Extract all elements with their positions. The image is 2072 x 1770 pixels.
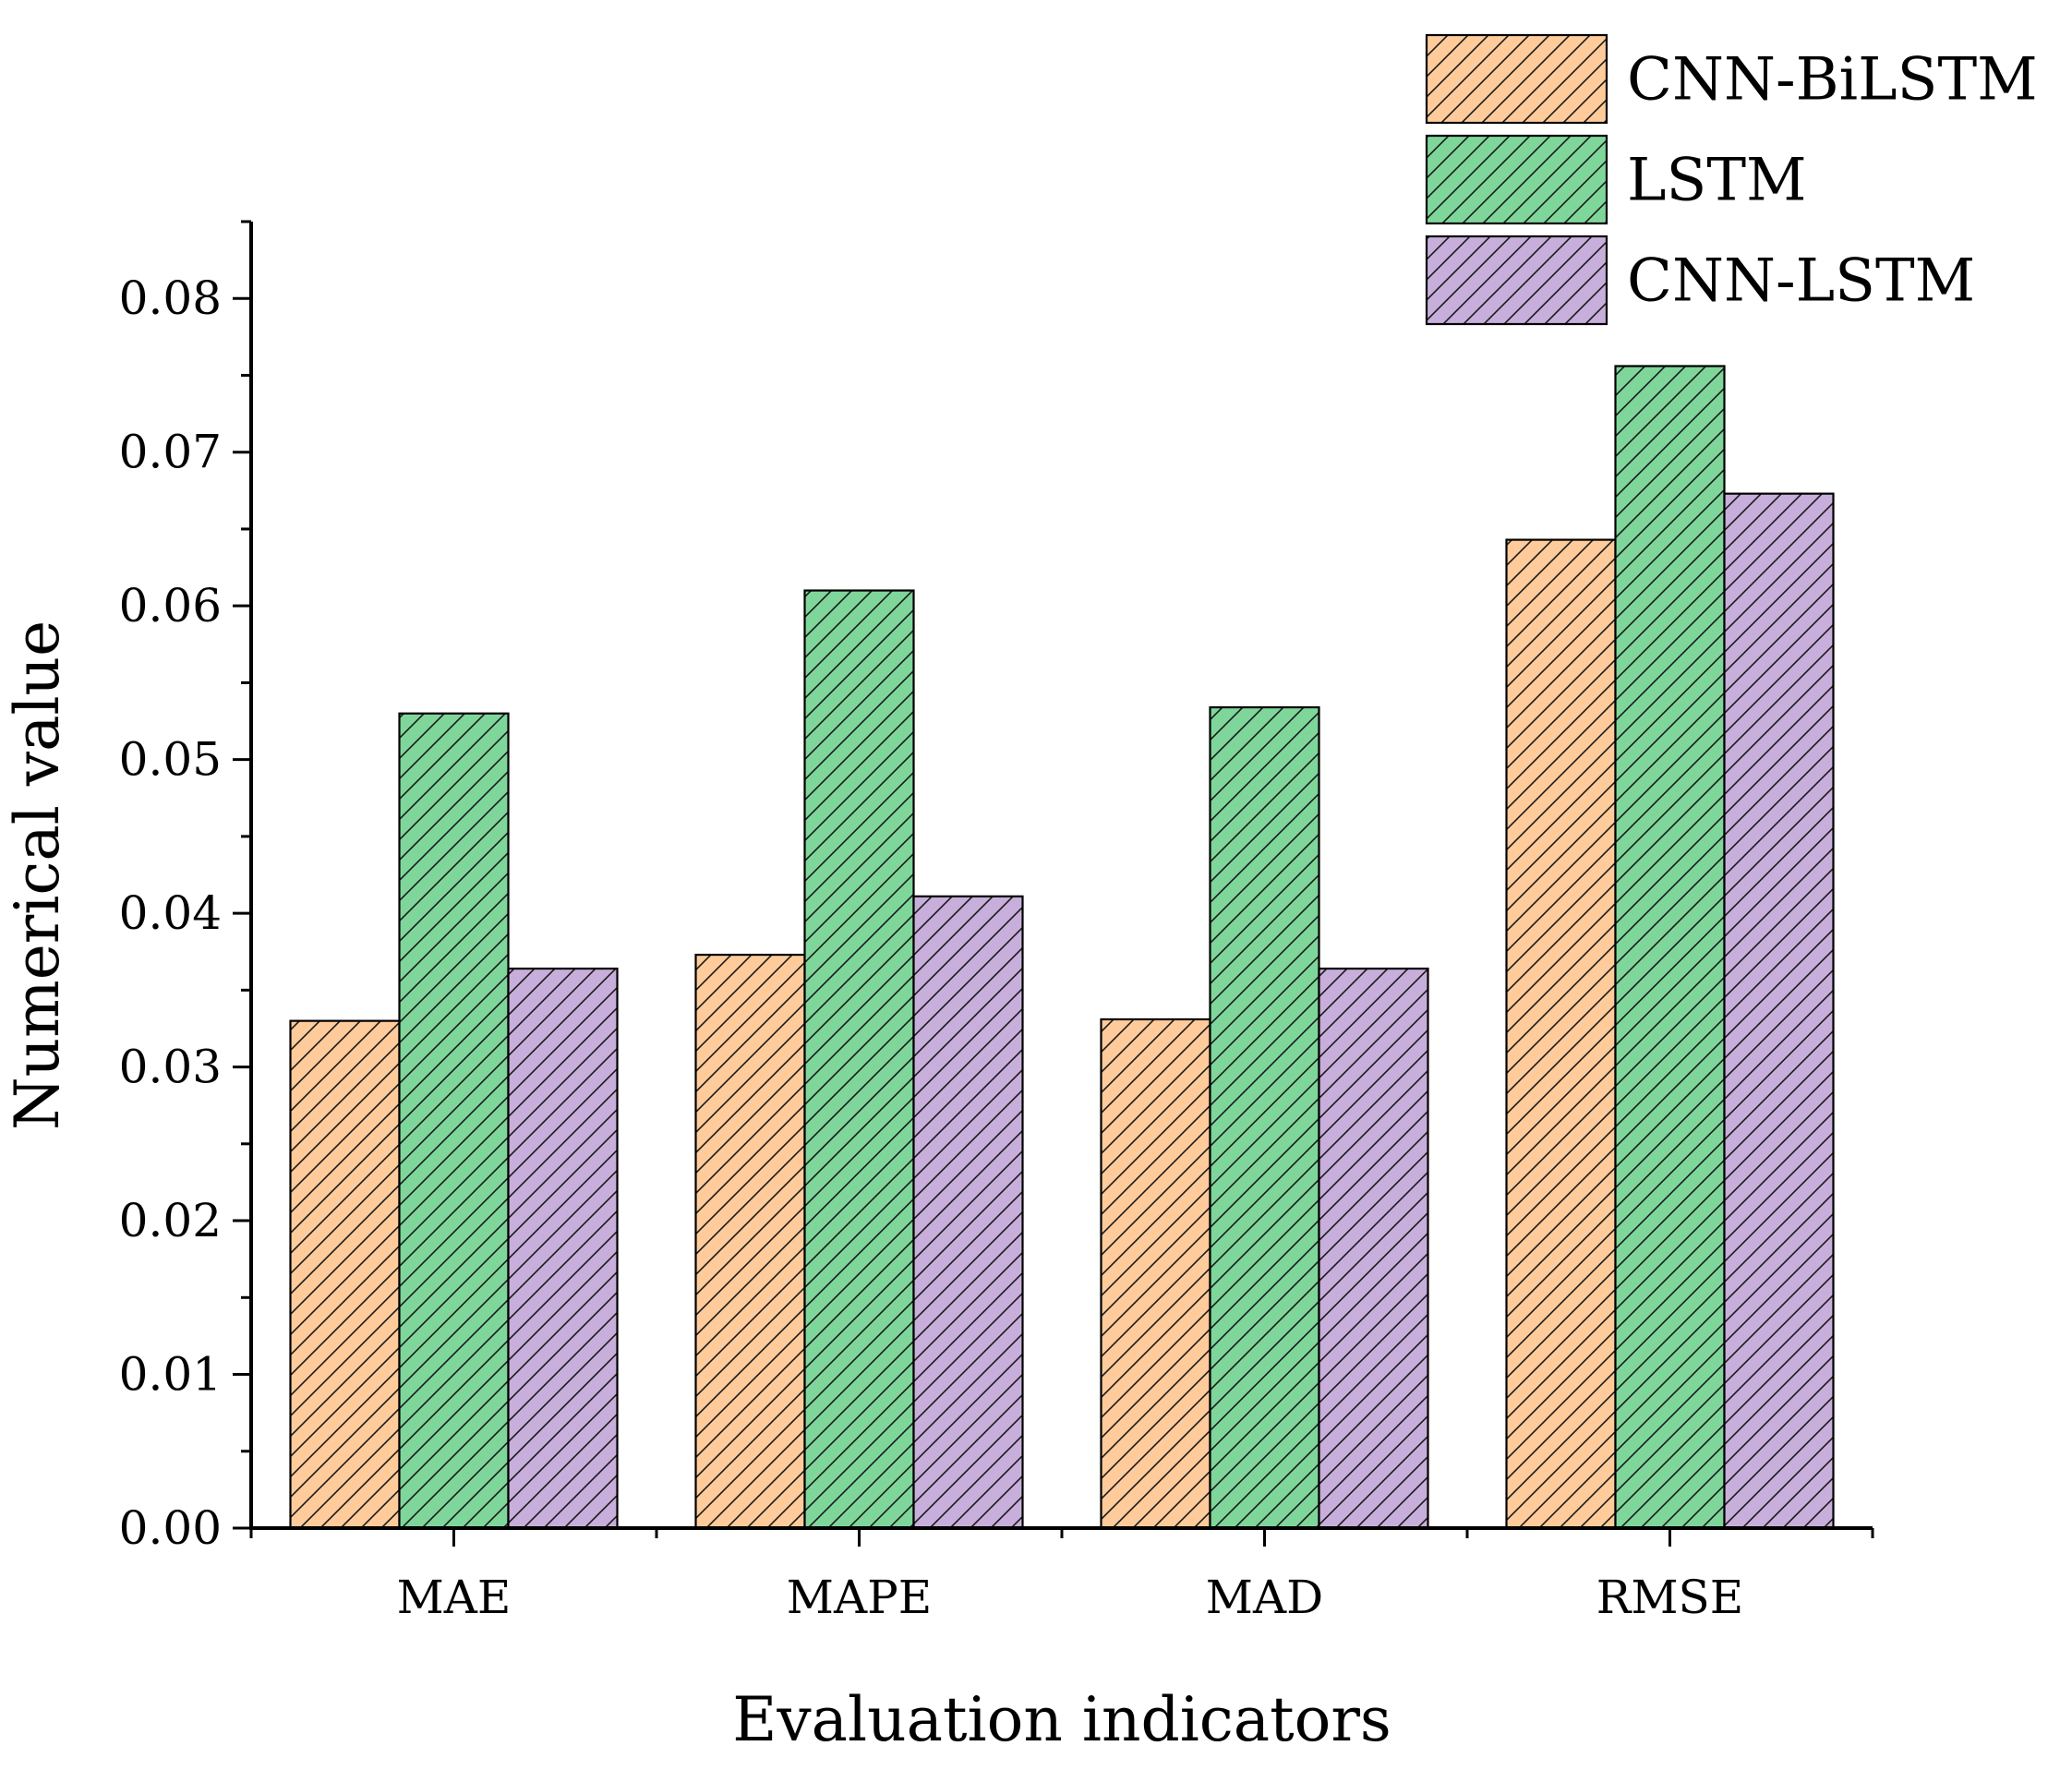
legend-label-cnn-bilstm: CNN-BiLSTM (1627, 46, 2038, 114)
y-axis-title: Numerical value (2, 620, 73, 1130)
y-tick-label: 0.03 (119, 1041, 222, 1094)
y-tick-label: 0.08 (119, 271, 222, 325)
bar-cnn-lstm-rmse (1723, 492, 1835, 1530)
bar-cnn-bilstm-mad (1100, 1017, 1211, 1530)
bar-lstm-mae (398, 712, 510, 1530)
x-tick-label-mad: MAD (1206, 1571, 1323, 1624)
bar-cnn-bilstm-mape (694, 953, 806, 1530)
bar-lstm-mad (1209, 705, 1320, 1530)
x-tick-label-mae: MAE (397, 1571, 512, 1624)
x-tick-label-rmse: RMSE (1596, 1571, 1744, 1624)
legend-swatch-cnn-lstm (1425, 235, 1608, 326)
bar-lstm-rmse (1614, 365, 1726, 1530)
y-tick-label: 0.07 (119, 426, 222, 479)
legend-swatch-cnn-bilstm (1425, 33, 1608, 125)
legend-label-cnn-lstm: CNN-LSTM (1627, 247, 1975, 316)
legend-swatch-lstm (1425, 134, 1608, 225)
y-tick-label: 0.00 (119, 1501, 222, 1555)
ticks-layer: 0.00 0.01 0.02 0.03 0.04 0.05 0.06 0.07 0.08 MAE M… (119, 220, 1874, 1624)
legend-label-lstm: LSTM (1627, 147, 1807, 215)
bar-cnn-bilstm-mae (289, 1019, 401, 1530)
y-tick-label: 0.04 (119, 886, 222, 940)
bar-cnn-bilstm-rmse (1505, 538, 1617, 1530)
x-tick-label-mape: MAPE (787, 1571, 932, 1624)
bar-cnn-lstm-mape (912, 895, 1024, 1530)
x-axis-title: Evaluation indicators (732, 1684, 1391, 1755)
y-tick-label: 0.05 (119, 733, 222, 787)
legend: CNN-BiLSTM LSTM CNN-LSTM (1425, 33, 2038, 326)
bar-lstm-mape (803, 589, 915, 1530)
bar-cnn-lstm-mad (1318, 967, 1429, 1530)
bars-layer (289, 365, 1835, 1530)
y-tick-label: 0.01 (119, 1348, 222, 1402)
y-tick-label: 0.02 (119, 1194, 222, 1247)
bar-cnn-lstm-mae (507, 967, 619, 1530)
y-tick-label: 0.06 (119, 579, 222, 632)
